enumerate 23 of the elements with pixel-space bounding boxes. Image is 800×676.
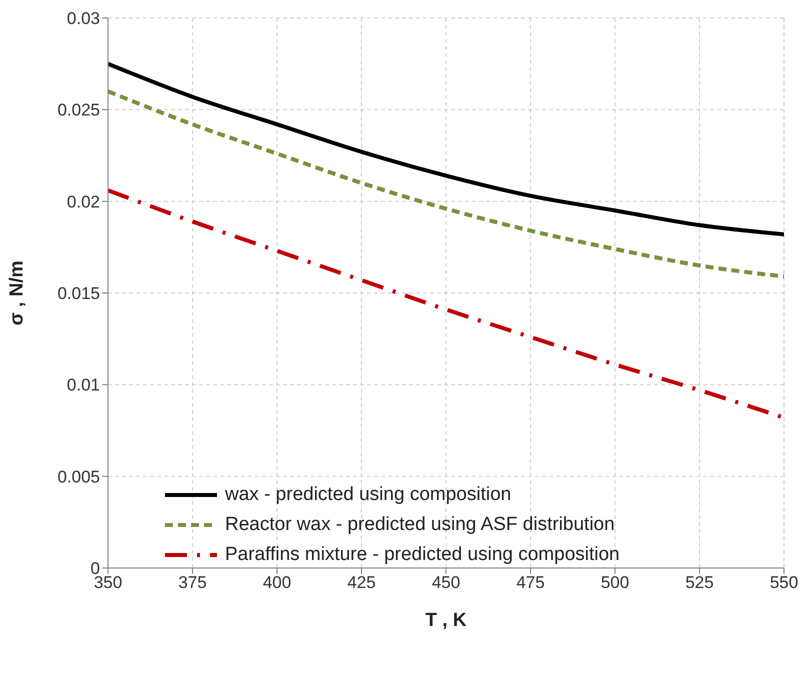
line-series xyxy=(108,62,784,236)
y-axis-title: σ , N/m xyxy=(6,260,28,326)
x-tick-label: 450 xyxy=(432,573,460,592)
x-tick-label: 500 xyxy=(600,573,630,592)
legend-label: Reactor wax - predicted using ASF distribution xyxy=(225,513,615,537)
y-tick-label: 0.03 xyxy=(66,9,100,28)
legend-label: wax - predicted using composition xyxy=(225,483,512,507)
x-tick-label: 400 xyxy=(262,573,292,592)
line-series xyxy=(108,188,784,420)
x-axis-title: T , K xyxy=(425,610,467,631)
x-tick-label: 550 xyxy=(770,573,798,592)
x-tick-label: 350 xyxy=(94,573,122,592)
y-tick-label: 0.015 xyxy=(57,284,100,304)
y-tick-label: 0.025 xyxy=(57,100,100,120)
x-tick-label: 375 xyxy=(178,573,207,592)
y-tick-label: 0.02 xyxy=(66,192,100,212)
x-tick-label: 475 xyxy=(516,573,545,592)
line-series xyxy=(108,89,784,278)
x-tick-label: 525 xyxy=(685,573,714,592)
y-tick-label: 0.01 xyxy=(66,376,100,395)
x-tick-label: 425 xyxy=(347,573,376,592)
y-tick-label: 0.005 xyxy=(57,467,100,486)
legend-label: Paraffins mixture - predicted using composition xyxy=(225,543,620,567)
